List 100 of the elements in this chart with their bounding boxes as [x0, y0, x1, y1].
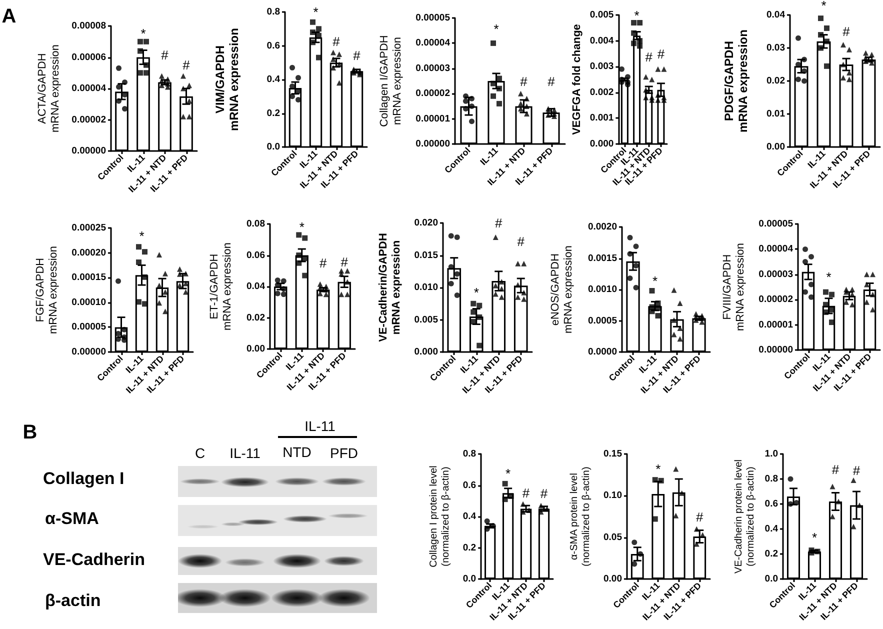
- y-tick-label: 0.00000: [416, 138, 450, 150]
- y-tick-label: 0.00010: [72, 296, 106, 308]
- y-tick-label: 0.00005: [758, 218, 794, 230]
- text: IL-11: [304, 418, 336, 434]
- y-tick-label: 0.00: [604, 574, 622, 584]
- y-tick-label: 0.000: [590, 138, 614, 150]
- annotation: #: [332, 34, 341, 49]
- text: A: [2, 6, 16, 28]
- annotation: #: [645, 49, 654, 64]
- annotation: *: [139, 228, 144, 244]
- text: IL-11: [230, 445, 260, 461]
- annotation: #: [182, 58, 191, 72]
- annotation: *: [812, 530, 818, 545]
- y-tick-label: 0.015: [414, 250, 439, 261]
- y-axis-title: FGF/GAPDH mRNA expression: [34, 246, 60, 334]
- y-axis-title: VIM/GAPDH mRNA expression: [213, 28, 241, 131]
- y-tick-label: 0.6: [266, 40, 280, 52]
- y-tick-label: 0.00006: [72, 52, 106, 63]
- y-tick-label: 0.004: [590, 35, 614, 46]
- annotation: #: [548, 74, 556, 90]
- y-tick-label: 0.0: [266, 142, 280, 152]
- y-tick-label: 0.02: [766, 76, 785, 86]
- y-tick-label: 0.00: [246, 344, 265, 354]
- text: α-SMA: [45, 509, 99, 529]
- annotation: *: [652, 273, 658, 288]
- y-tick-label: 0.002: [590, 86, 614, 98]
- annotation: #: [340, 254, 349, 270]
- y-tick-label: 0.8: [462, 448, 476, 460]
- y-tick-label: 0.0020: [588, 222, 617, 232]
- y-tick-label: 0.00000: [758, 344, 793, 356]
- annotation: #: [832, 462, 840, 477]
- y-axis-title: α-SMA protein level (normalized to β-actin): [569, 466, 592, 566]
- y-tick-label: 0.04: [766, 10, 786, 20]
- y-tick-label: 0.8: [764, 474, 778, 484]
- y-tick-label: 0.03: [766, 42, 785, 54]
- y-tick-label: 0.0: [462, 574, 476, 584]
- y-tick-label: 0.00005: [416, 12, 451, 24]
- y-axis-title: ACTA/GAPDH mRNA expression: [36, 44, 62, 133]
- y-axis-title: Collagen I protein level (normalized to β-actin): [428, 466, 452, 568]
- y-tick-label: 0.8: [266, 6, 280, 18]
- annotation: #: [517, 234, 526, 250]
- y-tick-label: 0.005: [414, 314, 439, 326]
- y-tick-label: 0.005: [590, 10, 614, 20]
- text: β-actin: [45, 591, 101, 611]
- annotation: #: [696, 510, 704, 524]
- y-tick-label: 0.0010: [588, 284, 617, 295]
- annotation: *: [474, 285, 479, 300]
- y-axis-title: PDGF/GAPDH mRNA expression: [722, 30, 750, 132]
- y-tick-label: 0.2: [266, 108, 280, 119]
- y-axis-title: VE-Cadherin/GAPDH mRNA expression: [378, 233, 402, 342]
- annotation: *: [140, 26, 146, 42]
- annotation: *: [494, 22, 499, 37]
- y-tick-label: 0.00001: [416, 113, 451, 124]
- text: PFD: [330, 445, 358, 461]
- y-tick-label: 0.00004: [72, 83, 107, 94]
- y-axis-title: Collagen I/GAPDH mRNA expression: [378, 35, 404, 127]
- y-axis-title: FVIII/GAPDH mRNA expression: [722, 242, 746, 332]
- annotation: #: [320, 256, 328, 271]
- annotation: *: [313, 4, 318, 20]
- y-tick-label: 0.000: [414, 346, 438, 358]
- annotation: *: [826, 270, 832, 285]
- y-tick-label: 0.00025: [72, 222, 107, 234]
- annotation: #: [495, 216, 504, 231]
- y-tick-label: 0.01: [766, 108, 786, 120]
- y-tick-label: 0.6: [764, 498, 778, 510]
- y-tick-label: 0.4: [462, 511, 477, 522]
- text: NTD: [282, 444, 312, 460]
- y-tick-label: 0.00000: [72, 146, 106, 156]
- y-tick-label: 0.05: [604, 532, 623, 543]
- y-tick-label: 0.4: [266, 74, 281, 85]
- y-tick-label: 0.0015: [588, 252, 618, 264]
- y-tick-label: 0.00020: [72, 247, 106, 258]
- annotation: #: [657, 46, 666, 62]
- annotation: *: [656, 461, 661, 476]
- y-axis-title: eNOS/GAPDH mRNA expression: [550, 245, 574, 334]
- annotation: #: [353, 48, 362, 63]
- y-tick-label: 0.001: [590, 112, 614, 124]
- annotation: #: [540, 486, 548, 502]
- y-tick-label: 0.6: [462, 480, 476, 491]
- y-tick-label: 0.003: [590, 61, 614, 72]
- y-axis-title: ET-1/GAPDH mRNA expression: [208, 242, 234, 331]
- y-tick-label: 0.04: [246, 281, 266, 292]
- y-tick-label: 0.00003: [758, 268, 793, 280]
- y-tick-label: 0.06: [246, 250, 265, 261]
- y-tick-label: 0.00015: [72, 272, 107, 284]
- y-tick-label: 1.0: [764, 448, 778, 460]
- y-axis-title: VEGFGA fold change: [571, 24, 584, 135]
- y-tick-label: 0.02: [246, 312, 265, 324]
- text: B: [22, 422, 38, 444]
- y-tick-label: 0.00002: [758, 294, 793, 306]
- annotation: #: [520, 74, 528, 90]
- y-tick-label: 0.00005: [72, 322, 107, 333]
- y-tick-label: 0.010: [414, 282, 438, 293]
- y-tick-label: 0.00004: [758, 244, 794, 255]
- y-tick-label: 0.00008: [72, 20, 106, 32]
- y-tick-label: 0.0: [764, 574, 778, 584]
- y-tick-label: 0.08: [246, 218, 265, 230]
- y-tick-label: 0.2: [462, 542, 476, 554]
- annotation: *: [634, 8, 640, 24]
- y-tick-label: 0.00000: [72, 346, 106, 358]
